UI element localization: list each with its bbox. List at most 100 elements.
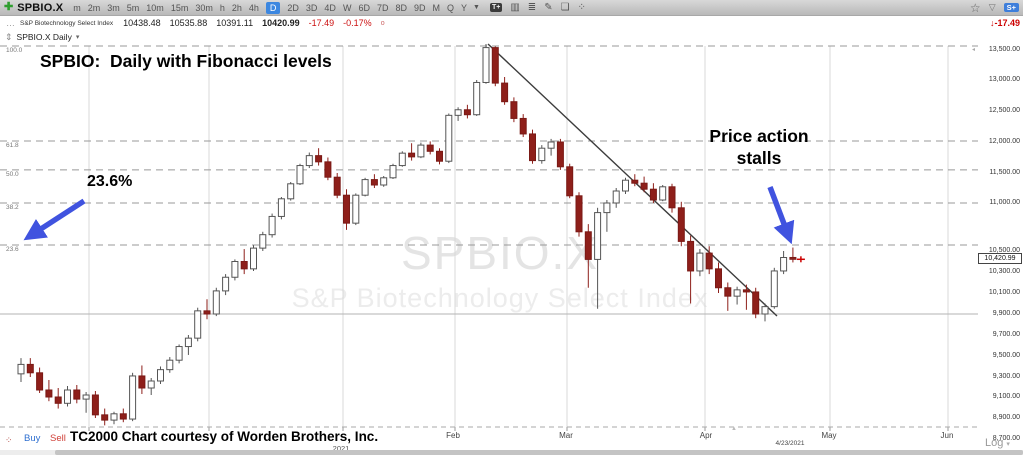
candle [157, 369, 164, 382]
timeframe-button-4D[interactable]: 4D [324, 2, 336, 13]
candle [17, 363, 25, 375]
watchlist-icon[interactable]: ≣ [527, 2, 537, 13]
filter-icon[interactable]: ▽ [988, 2, 996, 12]
candle [473, 81, 481, 116]
candle [436, 150, 443, 162]
candle [529, 133, 536, 162]
change-percent: -0.17% [343, 18, 372, 28]
axis-scroll-up-icon[interactable]: ◂ [972, 47, 976, 53]
price-axis-label: 12,500.00 [988, 107, 1020, 114]
timeframe-button-2D[interactable]: 2D [287, 2, 299, 13]
horizontal-scrollbar[interactable] [0, 450, 1023, 455]
chart-tab-caret-icon[interactable]: ▾ [75, 34, 80, 41]
candle [36, 372, 44, 391]
candle [398, 152, 406, 167]
candle [752, 291, 760, 315]
candle [370, 179, 378, 186]
candle [184, 337, 192, 348]
timeframe-button-D[interactable]: D [265, 1, 281, 14]
reorder-icon[interactable]: ⇕ [5, 31, 13, 42]
timeframe-button-W[interactable]: W [342, 2, 352, 13]
toolbar: ✚ SPBIO.X m 2m 3m 5m 10m 15m 30m h 2h 4h D 2D 3D 4D W 6… [0, 0, 1023, 16]
candle [696, 252, 704, 272]
timeframe-dropdown-icon[interactable]: ▼ [473, 4, 480, 11]
open-value: 10438.48 [123, 18, 161, 28]
fib-236-annotation[interactable]: 23.6% [87, 173, 133, 190]
candle [556, 141, 564, 168]
price-axis-label: 9,100.00 [992, 393, 1020, 400]
watermark-symbol: SPBIO.X [400, 227, 600, 279]
candle [510, 101, 518, 119]
quote-row: … S&P Biotechnology Select Index 10438.4… [0, 16, 1023, 30]
add-symbol-icon[interactable]: ✚ [4, 1, 14, 13]
timeframe-button-4h[interactable]: 4h [248, 2, 259, 13]
candle [352, 194, 360, 224]
candle [259, 234, 267, 249]
fib-axis-label: 100.0 [6, 46, 23, 54]
timeframe-button-9D[interactable]: 9D [413, 2, 426, 13]
draw-pencil-icon[interactable]: ✎ [544, 2, 553, 13]
timeframe-button-3D[interactable]: 3D [305, 2, 318, 13]
annotation-arrow[interactable] [767, 186, 795, 245]
timeframe-button-2h[interactable]: 2h [231, 2, 242, 13]
volume-bars-icon[interactable]: ▥ [510, 2, 520, 13]
axis-marker-icon: ▲ [731, 426, 737, 432]
timeframe-button-2m[interactable]: 2m [87, 2, 101, 13]
sell-button[interactable]: Sell [50, 433, 66, 444]
index-name: S&P Biotechnology Select Index [20, 19, 114, 27]
candle [296, 165, 304, 185]
timeframe-button-10m[interactable]: 10m [146, 2, 164, 13]
timeframe-button-7D[interactable]: 7D [376, 2, 389, 13]
chart-title-annotation[interactable]: SPBIO: Daily with Fibonacci levels [40, 51, 332, 71]
chart-tab-label[interactable]: SPBIO.X Daily [16, 32, 72, 42]
candle [649, 188, 657, 201]
timeframe-button-h[interactable]: h [219, 2, 225, 13]
scale-type-dropdown[interactable]: Log ▾ [985, 437, 1010, 449]
trade-ticket-icon[interactable]: T+ [489, 3, 503, 12]
candle [240, 261, 248, 270]
timeframe-button-m[interactable]: m [73, 2, 81, 13]
stall-annotation-line2: stalls [736, 148, 782, 168]
candle [584, 231, 592, 260]
price-axis-label: 10,500.00 [988, 247, 1020, 254]
timeframe-button-8D[interactable]: 8D [395, 2, 407, 13]
annotation-arrow[interactable] [23, 198, 86, 241]
candle [194, 310, 202, 339]
price-axis-label: 8,900.00 [992, 414, 1020, 421]
price-axis-label: 9,300.00 [992, 373, 1020, 380]
notes-icon[interactable]: ❏ [560, 2, 570, 13]
symbol-label[interactable]: SPBIO.X [17, 1, 64, 14]
candle [417, 144, 425, 158]
dots-icon[interactable]: ⁘ [5, 435, 14, 445]
fib-axis-label: 23.6 [6, 245, 19, 253]
fib-axis-label: 50.0 [6, 170, 19, 178]
favorite-star-icon[interactable]: ☆ [969, 0, 981, 15]
candle [101, 414, 109, 421]
stall-annotation[interactable]: Price action stalls [698, 125, 820, 169]
timeframe-button-30m[interactable]: 30m [195, 2, 213, 13]
timeframe-button-5m[interactable]: 5m [126, 2, 140, 13]
scan-icon[interactable]: S+ [1003, 2, 1019, 13]
high-value: 10535.88 [169, 18, 208, 28]
candle [519, 117, 527, 135]
candle [268, 215, 276, 236]
candle [668, 186, 676, 209]
timeframe-button-M[interactable]: M [432, 2, 441, 13]
candle [733, 289, 741, 297]
timeframe-button-6D[interactable]: 6D [358, 2, 370, 13]
more-dots-icon[interactable]: ⁘ [577, 2, 586, 13]
candle [538, 147, 546, 162]
candle [54, 396, 62, 404]
buy-button[interactable]: Buy [24, 433, 41, 444]
scrollbar-thumb[interactable] [55, 450, 1023, 455]
price-axis-label: 8,700.00 [992, 435, 1020, 442]
candle [612, 190, 620, 204]
timeframe-button-3m[interactable]: 3m [107, 2, 120, 13]
timeframe-button-15m[interactable]: 15m [170, 2, 189, 13]
timeframe-button-Q[interactable]: Q [447, 2, 455, 13]
quote-menu-icon[interactable]: … [6, 18, 15, 28]
price-axis-label: 9,900.00 [992, 310, 1020, 317]
timeframe-button-Y[interactable]: Y [461, 2, 468, 13]
